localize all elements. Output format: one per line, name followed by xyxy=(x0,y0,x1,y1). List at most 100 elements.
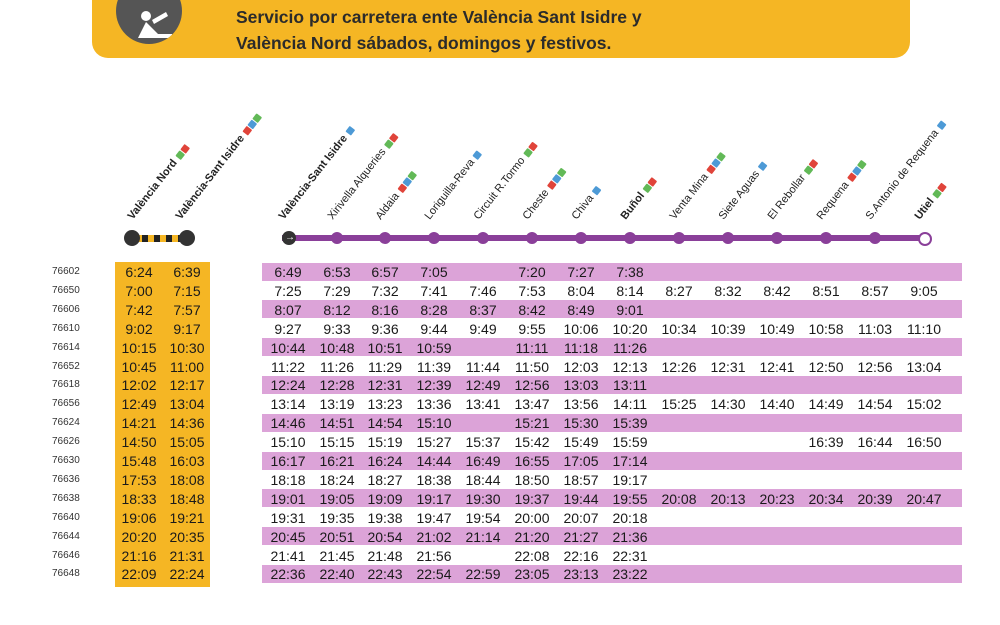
bus-time-cell: 21:31 xyxy=(169,547,205,564)
train-time-cell: 19:35 xyxy=(319,509,355,526)
train-time-cell: 21:02 xyxy=(416,528,452,545)
train-time-cell: 12:50 xyxy=(808,358,844,375)
train-time-cell: 16:50 xyxy=(906,434,942,451)
train-time-cell: 11:50 xyxy=(515,358,549,375)
train-time-cell: 20:18 xyxy=(612,509,648,526)
train-number: 76610 xyxy=(52,322,80,334)
train-time-cell: 14:44 xyxy=(416,453,452,469)
train-time-cell: 13:36 xyxy=(416,396,452,413)
train-time-cell: 9:55 xyxy=(518,320,546,337)
train-time-cell: 10:58 xyxy=(808,320,844,337)
train-time-cell: 15:42 xyxy=(514,434,550,451)
row-band xyxy=(262,375,962,394)
train-time-cell: 13:04 xyxy=(906,358,942,375)
train-time-cell: 19:31 xyxy=(270,509,306,526)
train-time-cell: 11:22 xyxy=(271,358,305,375)
train-time-cell: 10:59 xyxy=(416,339,452,356)
train-time-cell: 22:40 xyxy=(319,566,355,583)
station-service-icons xyxy=(930,180,949,200)
train-time-cell: 8:32 xyxy=(714,282,742,299)
train-time-cell: 15:25 xyxy=(661,396,697,413)
station-service-icons xyxy=(240,111,264,137)
train-time-cell: 8:14 xyxy=(616,282,644,299)
train-time-cell: 14:54 xyxy=(367,415,403,432)
train-number: 76630 xyxy=(52,455,80,466)
stop-dot xyxy=(918,232,932,246)
station-service-icons xyxy=(470,147,484,161)
train-station-label: Requena xyxy=(815,157,869,222)
row-band xyxy=(262,527,962,546)
origin-stop-icon: → xyxy=(282,231,296,245)
train-time-cell: 15:27 xyxy=(416,434,452,451)
train-number: 76626 xyxy=(52,436,80,448)
train-time-cell: 19:47 xyxy=(416,509,452,526)
train-time-cell: 15:10 xyxy=(416,415,452,432)
train-number: 76646 xyxy=(52,549,80,561)
train-time-cell: 14:54 xyxy=(857,396,893,413)
train-time-cell: 8:28 xyxy=(420,301,448,318)
train-time-cell: 15:37 xyxy=(465,434,501,451)
train-time-cell: 7:41 xyxy=(420,282,448,299)
train-time-cell: 13:41 xyxy=(465,396,501,413)
train-time-cell: 20:39 xyxy=(857,490,893,507)
train-time-cell: 20:13 xyxy=(710,490,746,507)
train-time-cell: 9:49 xyxy=(469,320,497,337)
train-time-cell: 19:17 xyxy=(612,471,648,488)
train-time-cell: 19:09 xyxy=(367,490,403,507)
bus-time-cell: 12:02 xyxy=(121,377,157,394)
train-time-cell: 17:05 xyxy=(563,453,599,469)
train-time-cell: 15:02 xyxy=(906,396,942,413)
train-time-cell: 15:39 xyxy=(612,415,648,432)
train-time-cell: 14:30 xyxy=(710,396,746,413)
stop-dot xyxy=(673,232,685,244)
train-time-cell: 14:51 xyxy=(319,415,355,432)
train-time-cell: 14:40 xyxy=(759,396,795,413)
bus-time-cell: 10:45 xyxy=(121,358,157,375)
stop-dot xyxy=(331,232,343,244)
train-time-cell: 6:53 xyxy=(323,264,351,280)
train-time-cell: 7:05 xyxy=(420,264,448,280)
train-time-cell: 21:36 xyxy=(612,528,648,545)
stop-dot xyxy=(722,232,734,244)
train-number: 76636 xyxy=(52,473,80,485)
train-time-cell: 10:34 xyxy=(661,320,697,337)
train-time-cell: 13:14 xyxy=(270,396,306,413)
station-name: Siete Aguas xyxy=(716,168,763,222)
train-time-cell: 10:51 xyxy=(367,339,403,356)
train-time-cell: 10:44 xyxy=(270,339,306,356)
stop-dot xyxy=(624,232,636,244)
train-time-cell: 7:25 xyxy=(274,282,302,299)
station-service-icons xyxy=(521,139,540,159)
bus-time-cell: 11:00 xyxy=(170,358,204,375)
train-time-cell: 19:44 xyxy=(563,490,599,507)
station-name: Aldaia xyxy=(373,190,402,222)
train-time-cell: 22:36 xyxy=(270,566,306,583)
bus-time-cell: 21:16 xyxy=(121,547,157,564)
train-time-cell: 23:13 xyxy=(563,566,599,583)
train-time-cell: 22:59 xyxy=(465,566,501,583)
station-service-icons xyxy=(801,156,820,176)
train-time-cell: 8:07 xyxy=(274,301,302,318)
train-time-cell: 18:44 xyxy=(465,471,501,488)
train-time-cell: 12:31 xyxy=(710,358,746,375)
train-time-cell: 22:43 xyxy=(367,566,403,583)
train-time-cell: 7:46 xyxy=(469,282,497,299)
train-time-cell: 12:28 xyxy=(319,377,355,394)
train-time-cell: 13:23 xyxy=(367,396,403,413)
train-time-cell: 21:48 xyxy=(367,547,403,564)
train-time-cell: 15:49 xyxy=(563,434,599,451)
train-time-cell: 21:27 xyxy=(563,528,599,545)
bus-time-cell: 10:15 xyxy=(121,339,157,356)
station-service-icons xyxy=(704,149,728,175)
train-time-cell: 14:49 xyxy=(808,396,844,413)
row-band xyxy=(262,262,962,281)
service-icon xyxy=(472,149,483,160)
train-number: 76618 xyxy=(52,379,80,391)
train-number: 76644 xyxy=(52,530,80,542)
train-time-cell: 9:05 xyxy=(910,282,938,299)
station-service-icons xyxy=(395,168,419,194)
station-name: Requena xyxy=(814,179,852,222)
train-time-cell: 13:47 xyxy=(514,396,550,413)
bus-time-cell: 14:36 xyxy=(169,415,205,432)
train-time-cell: 15:59 xyxy=(612,434,648,451)
